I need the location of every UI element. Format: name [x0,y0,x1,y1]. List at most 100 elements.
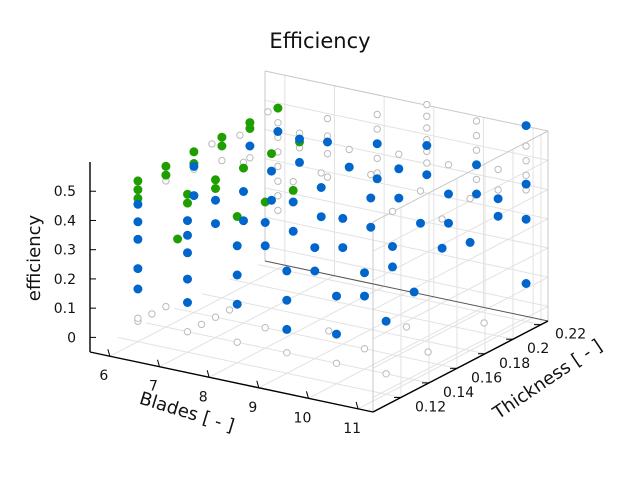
pareto-point [173,234,183,244]
pareto-point [189,147,199,157]
back-grid-line [264,99,549,161]
floor-grid-line [229,278,514,340]
floor-grid-line [357,317,534,410]
other-point [480,319,488,327]
feasible-point [422,170,432,180]
feasible-point [282,324,292,334]
side-grid-line [372,276,549,369]
x-tick-label: 6 [99,368,108,384]
other-point [360,345,369,353]
other-point [317,169,325,177]
other-point [373,154,381,163]
pareto-point [133,185,143,195]
other-point [438,215,446,223]
other-point [246,154,254,162]
floor-grid-line [208,285,385,378]
other-point [395,150,403,158]
pareto-point [161,170,171,180]
other-point [494,165,502,174]
feasible-point [232,241,242,251]
other-point [423,100,431,109]
feasible-point [245,141,255,151]
pareto-point [161,161,171,171]
pareto-point [133,176,143,186]
pareto-point [211,175,220,185]
side-grid-line [372,305,549,398]
feasible-point [295,134,304,144]
x-tick-label: 8 [199,389,208,405]
feasible-point [472,189,481,199]
other-point [367,170,375,179]
other-point [424,348,432,356]
feasible-point [493,211,503,221]
feasible-point [521,279,531,288]
z-tick-label: 0.5 [54,184,76,200]
other-point [197,320,206,329]
feasible-point [239,216,248,226]
pareto-point [245,124,255,133]
pareto-point [217,132,227,142]
x-axis-label: Blades [ - ] [137,388,237,437]
feasible-point [409,287,419,297]
feasible-point [416,218,425,228]
other-point [323,150,332,158]
floor-grid-line [173,307,458,369]
other-point [323,114,332,123]
feasible-point [332,291,341,301]
z-tick-label: 0.4 [54,213,76,229]
y-axis-line [372,320,549,413]
other-point [388,207,397,216]
feasible-point [360,268,369,278]
feasible-point [232,270,242,280]
feasible-point [316,212,326,222]
y-tick-label: 0.2 [527,341,549,357]
x-tick [157,359,160,367]
feasible-point [372,174,382,184]
feasible-point [338,213,348,223]
feasible-point [381,316,391,326]
side-grid-line [372,159,549,252]
other-point [373,110,381,119]
other-point [466,194,474,203]
other-point [274,119,282,127]
feasible-point [288,226,298,236]
other-point [522,142,530,150]
back-grid-line [264,216,549,278]
x-axis-line [89,351,374,413]
back-grid-line [264,187,549,249]
pareto-point [217,141,227,151]
x-tick-label: 10 [294,410,312,426]
x-tick [355,401,359,409]
y-tick-label: 0.22 [555,327,586,343]
other-point [261,324,269,332]
other-point [472,117,481,125]
feasible-point [211,195,220,205]
x-tick-label: 9 [248,400,257,416]
feasible-point [189,191,199,201]
feasible-point [394,193,404,203]
other-point [416,187,425,195]
x-tick [206,370,210,378]
other-point [162,302,170,311]
other-point [148,310,156,318]
other-point [323,173,332,181]
feasible-point [133,234,143,244]
other-point [211,313,220,321]
feasible-point [267,166,276,176]
feasible-point [133,284,143,294]
feasible-point [133,264,143,274]
feasible-point [239,187,248,196]
feasible-point [366,222,376,232]
other-point [423,159,431,167]
feasible-point [133,199,143,209]
feasible-point [133,217,143,227]
side-grid-line [372,247,549,340]
other-point [325,327,333,335]
feasible-point [437,243,447,253]
feasible-point [388,262,397,272]
other-point [402,323,411,331]
feasible-point [332,329,341,339]
y-tick-label: 0.16 [471,370,502,386]
feasible-point [310,243,320,253]
feasible-point [183,230,192,240]
